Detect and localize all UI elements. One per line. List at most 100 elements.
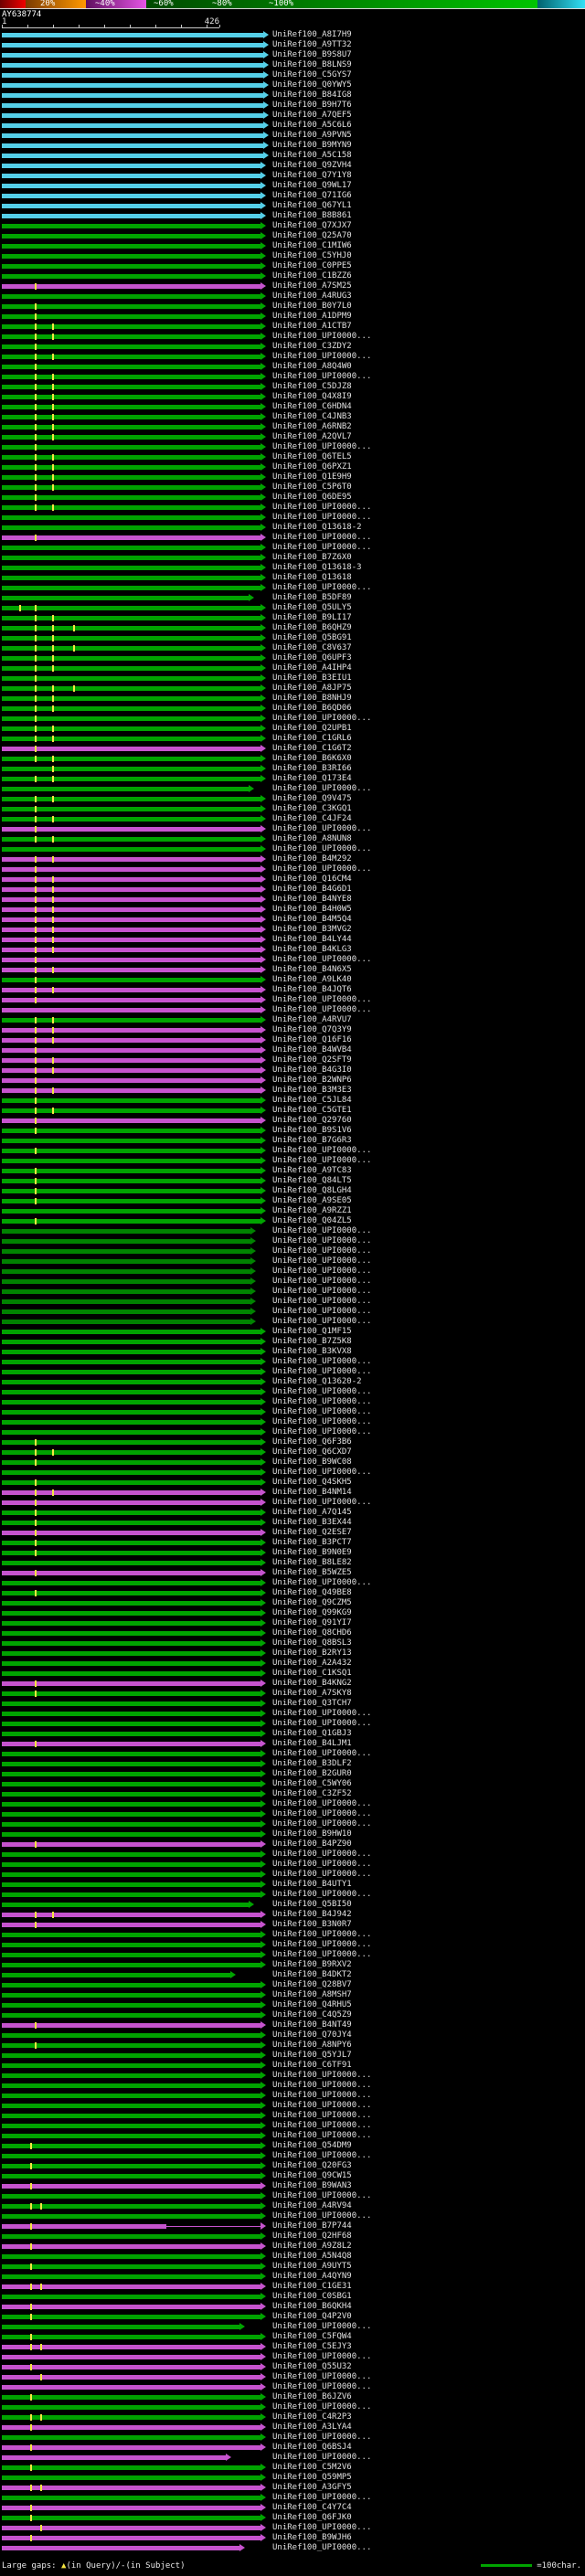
hit-label[interactable]: UniRef100_C3KGQ1 <box>272 804 352 813</box>
hit-bar[interactable] <box>2 2244 261 2249</box>
hit-bar[interactable] <box>2 556 261 560</box>
hit-label[interactable]: UniRef100_C0SBG1 <box>272 2292 352 2301</box>
alignment-row[interactable]: UniRef100_C5WY06 <box>0 1779 585 1789</box>
hit-label[interactable]: UniRef100_Q13618 <box>272 573 352 582</box>
hit-label[interactable]: UniRef100_B9N0E9 <box>272 1548 352 1557</box>
hit-bar[interactable] <box>2 2033 261 2038</box>
hit-label[interactable]: UniRef100_Q2HF68 <box>272 2231 352 2241</box>
alignment-row[interactable]: UniRef100_Q5BI50 <box>0 1900 585 1910</box>
alignment-row[interactable]: UniRef100_UPI0000... <box>0 2352 585 2362</box>
hit-bar[interactable] <box>2 2164 261 2168</box>
hit-label[interactable]: UniRef100_C5GYS7 <box>272 70 352 80</box>
hit-label[interactable]: UniRef100_A3GFY5 <box>272 2483 352 2492</box>
hit-label[interactable]: UniRef100_UPI0000... <box>272 1860 372 1869</box>
hit-bar[interactable] <box>2 2023 261 2028</box>
alignment-row[interactable]: UniRef100_B9RXV2 <box>0 1960 585 1970</box>
hit-bar[interactable] <box>2 2013 261 2018</box>
hit-label[interactable]: UniRef100_UPI0000... <box>272 1498 372 1507</box>
hit-bar[interactable] <box>2 576 261 580</box>
alignment-row[interactable]: UniRef100_B9MYN9 <box>0 141 585 151</box>
hit-label[interactable]: UniRef100_UPI0000... <box>272 2091 372 2100</box>
alignment-row[interactable]: UniRef100_Q6BSJ4 <box>0 2443 585 2453</box>
alignment-row[interactable]: UniRef100_Q8BSL3 <box>0 1638 585 1648</box>
hit-bar[interactable] <box>2 1048 261 1053</box>
hit-bar[interactable] <box>2 767 261 771</box>
hit-label[interactable]: UniRef100_B9LI17 <box>272 613 352 622</box>
hit-bar[interactable] <box>2 1209 261 1214</box>
hit-label[interactable]: UniRef100_UPI0000... <box>272 2382 372 2391</box>
hit-bar[interactable] <box>2 525 261 530</box>
hit-bar[interactable] <box>2 1018 261 1023</box>
hit-label[interactable]: UniRef100_Q8LGH4 <box>272 1186 352 1195</box>
alignment-row[interactable]: UniRef100_B7G6R3 <box>0 1136 585 1146</box>
hit-label[interactable]: UniRef100_A9RZZ1 <box>272 1206 352 1215</box>
hit-label[interactable]: UniRef100_UPI0000... <box>272 995 372 1004</box>
hit-label[interactable]: UniRef100_B9WAN3 <box>272 2181 352 2190</box>
hit-label[interactable]: UniRef100_A8JP75 <box>272 684 352 693</box>
alignment-row[interactable]: UniRef100_A2QVL7 <box>0 432 585 442</box>
alignment-row[interactable]: UniRef100_B4H0W5 <box>0 905 585 915</box>
hit-bar[interactable] <box>2 2073 261 2078</box>
hit-label[interactable]: UniRef100_Q1GBJ3 <box>272 1729 352 1738</box>
hit-label[interactable]: UniRef100_A2QVL7 <box>272 432 352 441</box>
hit-bar[interactable] <box>2 1088 261 1093</box>
alignment-row[interactable]: UniRef100_A9TT32 <box>0 40 585 50</box>
hit-bar[interactable] <box>2 103 263 108</box>
hit-bar[interactable] <box>2 1380 261 1384</box>
hit-bar[interactable] <box>2 184 261 188</box>
hit-label[interactable]: UniRef100_UPI0000... <box>272 1719 372 1728</box>
hit-bar[interactable] <box>2 1249 250 1254</box>
alignment-row[interactable]: UniRef100_B6QHZ9 <box>0 623 585 633</box>
hit-label[interactable]: UniRef100_UPI0000... <box>272 1809 372 1818</box>
hit-bar[interactable] <box>2 897 261 902</box>
alignment-row[interactable]: UniRef100_UPI0000... <box>0 332 585 342</box>
hit-bar[interactable] <box>2 1279 250 1284</box>
hit-label[interactable]: UniRef100_UPI0000... <box>272 1709 372 1718</box>
hit-bar[interactable] <box>2 686 261 691</box>
hit-label[interactable]: UniRef100_B8NHJ9 <box>272 694 352 703</box>
hit-bar[interactable] <box>2 1309 250 1314</box>
alignment-row[interactable]: UniRef100_B7P744 <box>0 2221 585 2231</box>
hit-bar[interactable] <box>2 676 261 681</box>
hit-bar[interactable] <box>2 43 263 48</box>
hit-bar[interactable] <box>2 1732 261 1736</box>
hit-bar[interactable] <box>2 1340 261 1344</box>
hit-label[interactable]: UniRef100_C5GTE1 <box>272 1106 352 1115</box>
hit-label[interactable]: UniRef100_B4N6X5 <box>272 965 352 974</box>
hit-bar[interactable] <box>2 847 261 852</box>
hit-label[interactable]: UniRef100_A4QYN9 <box>272 2272 352 2281</box>
hit-label[interactable]: UniRef100_Q1E9H9 <box>272 472 352 482</box>
alignment-row[interactable]: UniRef100_B9S8U7 <box>0 50 585 60</box>
hit-bar[interactable] <box>2 1360 261 1364</box>
hit-label[interactable]: UniRef100_Q9WL17 <box>272 181 352 190</box>
hit-label[interactable]: UniRef100_B4WVB4 <box>272 1045 352 1055</box>
hit-label[interactable]: UniRef100_A9SE05 <box>272 1196 352 1205</box>
hit-bar[interactable] <box>2 1953 261 1957</box>
hit-label[interactable]: UniRef100_A4RUG3 <box>272 292 352 301</box>
hit-label[interactable]: UniRef100_A6RNB2 <box>272 422 352 431</box>
hit-bar[interactable] <box>2 1963 261 1967</box>
hit-label[interactable]: UniRef100_UPI0000... <box>272 1387 372 1396</box>
hit-bar[interactable] <box>2 706 261 711</box>
hit-label[interactable]: UniRef100_UPI0000... <box>272 1317 372 1326</box>
hit-bar[interactable] <box>2 1611 261 1616</box>
alignment-row[interactable]: UniRef100_UPI0000... <box>0 1799 585 1809</box>
alignment-row[interactable]: UniRef100_B3MVG2 <box>0 925 585 935</box>
hit-label[interactable]: UniRef100_B9WC08 <box>272 1458 352 1467</box>
alignment-row[interactable]: UniRef100_A9LK40 <box>0 975 585 985</box>
alignment-row[interactable]: UniRef100_UPI0000... <box>0 2191 585 2201</box>
hit-bar[interactable] <box>2 917 261 922</box>
hit-label[interactable]: UniRef100_Q71IG6 <box>272 191 352 200</box>
hit-bar[interactable] <box>2 1199 261 1203</box>
alignment-row[interactable]: UniRef100_UPI0000... <box>0 2091 585 2101</box>
alignment-row[interactable]: UniRef100_Q6DE95 <box>0 493 585 503</box>
hit-bar[interactable] <box>2 1219 261 1224</box>
alignment-row[interactable]: UniRef100_B4LJM1 <box>0 1739 585 1749</box>
hit-bar[interactable] <box>2 2094 261 2098</box>
hit-label[interactable]: UniRef100_UPI0000... <box>272 1397 372 1406</box>
hit-label[interactable]: UniRef100_Q0YWY5 <box>272 80 352 90</box>
hit-bar[interactable] <box>2 867 261 872</box>
alignment-row[interactable]: UniRef100_Q2HF68 <box>0 2231 585 2242</box>
hit-bar[interactable] <box>2 1903 249 1907</box>
hit-bar[interactable] <box>2 1350 261 1354</box>
